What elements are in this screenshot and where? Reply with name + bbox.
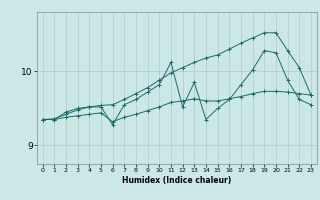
- X-axis label: Humidex (Indice chaleur): Humidex (Indice chaleur): [122, 176, 231, 185]
